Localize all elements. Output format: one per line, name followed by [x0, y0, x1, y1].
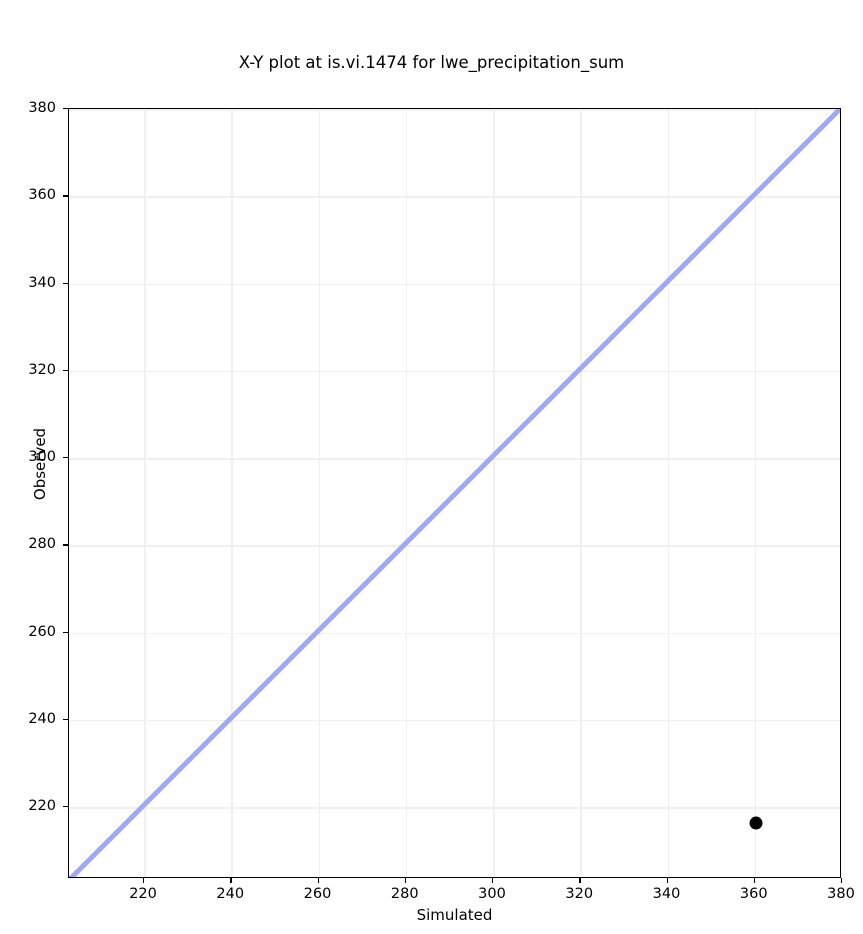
- gridline-vertical: [754, 109, 757, 877]
- scatter-series-group: [749, 816, 763, 830]
- y-tick-label: 260: [28, 623, 56, 640]
- y-tick-mark: [63, 282, 68, 284]
- x-tick-label: 340: [652, 886, 681, 902]
- x-tick-mark: [492, 878, 494, 883]
- y-tick-mark: [63, 544, 68, 546]
- one-to-one-line: [69, 109, 840, 877]
- gridline-horizontal: [69, 719, 840, 722]
- y-tick-mark: [63, 108, 68, 110]
- gridline-horizontal: [69, 632, 840, 634]
- gridline-horizontal: [69, 109, 840, 111]
- gridline-horizontal: [69, 458, 840, 460]
- x-tick-mark: [841, 878, 843, 883]
- gridline-horizontal: [69, 807, 840, 809]
- y-tick-label: 320: [28, 361, 56, 378]
- x-tick-mark: [143, 878, 145, 883]
- x-tick-label: 360: [739, 886, 768, 902]
- plot-svg: [69, 109, 840, 877]
- y-tick-mark: [63, 806, 68, 808]
- line-series-group: [69, 109, 840, 877]
- x-tick-mark: [753, 878, 756, 883]
- x-tick-label: 260: [303, 886, 332, 902]
- y-tick-mark: [63, 369, 68, 372]
- x-tick-label: 380: [827, 886, 855, 902]
- x-tick-mark: [317, 878, 319, 883]
- y-tick-label: 300: [28, 449, 56, 465]
- gridline-vertical: [667, 109, 669, 877]
- gridline-vertical: [231, 109, 233, 877]
- gridline-vertical: [580, 109, 582, 877]
- gridline-vertical: [144, 109, 146, 877]
- x-tick-label: 280: [390, 886, 419, 902]
- chart-title-line-1: X-Y plot at is.vi.1474 for lwe_precipita…: [238, 53, 625, 72]
- y-tick-mark: [63, 457, 68, 459]
- x-tick-mark: [579, 878, 581, 883]
- x-tick-mark: [666, 878, 668, 883]
- y-tick-label: 340: [28, 274, 56, 291]
- y-tick-label: 220: [28, 798, 56, 815]
- gridline-vertical: [405, 109, 408, 877]
- x-tick-label: 320: [565, 886, 594, 902]
- x-tick-mark: [230, 878, 232, 883]
- plot-area: [68, 108, 841, 878]
- y-axis-label: Observed: [31, 427, 49, 501]
- gridline-vertical: [318, 109, 321, 877]
- x-tick-label: 220: [129, 886, 157, 902]
- y-tick-label: 380: [28, 100, 56, 116]
- gridline-vertical: [493, 109, 495, 877]
- gridline-horizontal: [69, 545, 840, 547]
- y-tick-label: 360: [28, 187, 56, 204]
- x-axis-label: Simulated: [416, 906, 493, 924]
- gridline-horizontal: [69, 196, 840, 198]
- gridline-horizontal: [69, 283, 840, 285]
- y-tick-mark: [63, 195, 68, 197]
- y-tick-label: 240: [28, 710, 56, 727]
- data-point[interactable]: [749, 816, 763, 830]
- x-tick-mark: [404, 878, 407, 883]
- y-tick-label: 280: [28, 536, 56, 553]
- gridline-horizontal: [69, 370, 840, 373]
- y-tick-mark: [63, 631, 68, 633]
- x-tick-label: 300: [478, 886, 506, 902]
- x-tick-label: 240: [216, 886, 245, 902]
- y-tick-mark: [63, 718, 68, 721]
